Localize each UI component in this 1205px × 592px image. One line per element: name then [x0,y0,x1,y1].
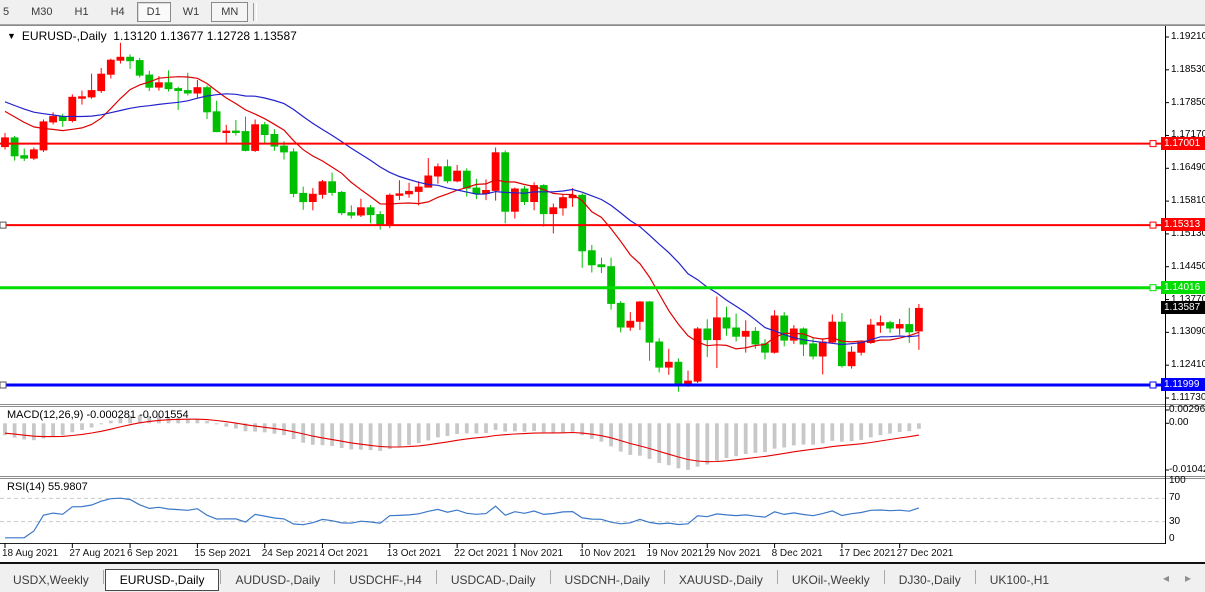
toolbar-separator [253,3,258,21]
price-axis-label: 1.12410 [1171,359,1205,371]
macd-indicator-label: MACD(12,26,9) -0.000281 -0.001554 [7,409,189,421]
macd-axis-label: 0.00 [1169,417,1189,429]
tab-separator [974,569,976,584]
date-label: 27 Aug 2021 [69,548,126,559]
rsi-axis-label: 100 [1169,475,1186,486]
tab-separator [102,569,104,584]
tab-usdx-weekly[interactable]: USDX,Weekly [13,572,89,587]
tab-separator [334,569,336,584]
chart-title: ▼ EURUSD-,Daily 1.13120 1.13677 1.12728 1… [7,29,297,43]
date-label: 4 Oct 2021 [319,548,369,559]
chart-symbol-label: EURUSD-,Daily [21,29,107,43]
timeframe-buttons: 5 M30 H1 H4 D1 W1 MN [0,2,249,22]
price-axis-label: 1.11730 [1171,392,1205,403]
rsi-indicator-label: RSI(14) 55.9807 [7,481,88,493]
tab-audusd-daily[interactable]: AUDUSD-,Daily [235,572,321,587]
tab-scroll-right-icon[interactable]: ▸ [1184,571,1191,585]
chart-dropdown-icon[interactable]: ▼ [7,31,16,41]
timeframe-button-5[interactable]: 5 [3,6,10,18]
tab-ukoil-weekly[interactable]: UKOil-,Weekly [791,572,870,587]
timeframe-toolbar: 5 M30 H1 H4 D1 W1 MN [0,0,1205,25]
timeframe-button-mn[interactable]: MN [211,2,249,22]
symbol-tab-bar: USDX,Weekly EURUSD-,Daily AUDUSD-,Daily USD… [0,562,1205,592]
hline-price-tag: 1.11999 [1161,378,1205,392]
rsi-axis-label: 30 [1169,515,1181,527]
rsi-value: 55.9807 [47,481,88,493]
symbol-tabs: USDX,Weekly EURUSD-,Daily AUDUSD-,Daily USD… [0,568,1062,591]
price-axis-label: 1.18530 [1171,63,1205,75]
tab-eurusd-daily[interactable]: EURUSD-,Daily [104,568,220,591]
chart-ohlc-values: 1.13120 1.13677 1.12728 1.13587 [113,29,297,43]
date-label: 1 Nov 2021 [511,548,564,559]
price-axis-label: 1.19210 [1171,31,1205,42]
tab-separator [776,569,778,584]
date-label: 19 Nov 2021 [646,548,704,559]
price-axis-label: 1.17170 [1171,129,1205,141]
macd-name: MACD(12,26,9) [7,409,84,421]
tab-xauusd-daily[interactable]: XAUUSD-,Daily [678,572,763,587]
price-axis-label: 1.15130 [1171,227,1205,239]
date-label: 27 Dec 2021 [896,548,954,559]
price-axis-label: 1.16490 [1171,162,1205,174]
tab-separator [220,569,222,584]
tab-dj30-daily[interactable]: DJ30-,Daily [898,572,961,587]
date-label: 6 Sep 2021 [127,548,179,559]
price-axis-label: 1.15810 [1171,195,1205,207]
macd-axis-label: 0.002966 [1169,404,1205,415]
tab-usdchf-h4[interactable]: USDCHF-,H4 [349,572,422,587]
timeframe-button-h4[interactable]: H4 [110,6,125,18]
date-label: 29 Nov 2021 [704,548,761,559]
current-price-tag: 1.13587 [1161,301,1205,315]
tab-uk100-h1[interactable]: UK100-,H1 [989,572,1050,587]
timeframe-button-m30[interactable]: M30 [31,6,53,18]
tab-usdcad-daily[interactable]: USDCAD-,Daily [450,572,536,587]
date-label: 17 Dec 2021 [838,548,896,559]
date-label: 8 Dec 2021 [771,548,823,559]
rsi-axis-label: 70 [1169,492,1181,504]
macd-axis-label: -0.010421 [1169,464,1205,475]
tab-separator [883,569,885,584]
timeframe-button-w1[interactable]: W1 [182,6,200,18]
timeframe-button-d1[interactable]: D1 [136,2,171,22]
price-axis-label: 1.17850 [1171,96,1205,108]
date-label: 10 Nov 2021 [579,548,636,559]
tab-scroll-left-icon[interactable]: ◂ [1162,571,1169,585]
date-label: 24 Sep 2021 [261,548,319,559]
hline-price-tag: 1.15313 [1161,218,1205,232]
hline-price-tag: 1.17001 [1161,136,1205,150]
tab-separator [435,569,437,584]
date-label: 18 Aug 2021 [2,548,59,559]
price-axis-label: 1.14450 [1171,260,1205,272]
rsi-axis-label: 0 [1169,533,1175,544]
date-label: 15 Sep 2021 [194,548,252,559]
tab-separator [663,569,665,584]
rsi-name: RSI(14) [7,481,45,493]
timeframe-button-h1[interactable]: H1 [74,6,89,18]
tab-separator [549,569,551,584]
price-axis-label: 1.13770 [1171,293,1205,305]
date-label: 13 Oct 2021 [386,548,442,559]
macd-values: -0.000281 -0.001554 [86,409,189,421]
date-label: 22 Oct 2021 [454,548,509,559]
hline-price-tag: 1.14016 [1161,280,1205,294]
tab-usdcnh-daily[interactable]: USDCNH-,Daily [564,572,650,587]
price-axis-label: 1.13090 [1171,326,1205,338]
